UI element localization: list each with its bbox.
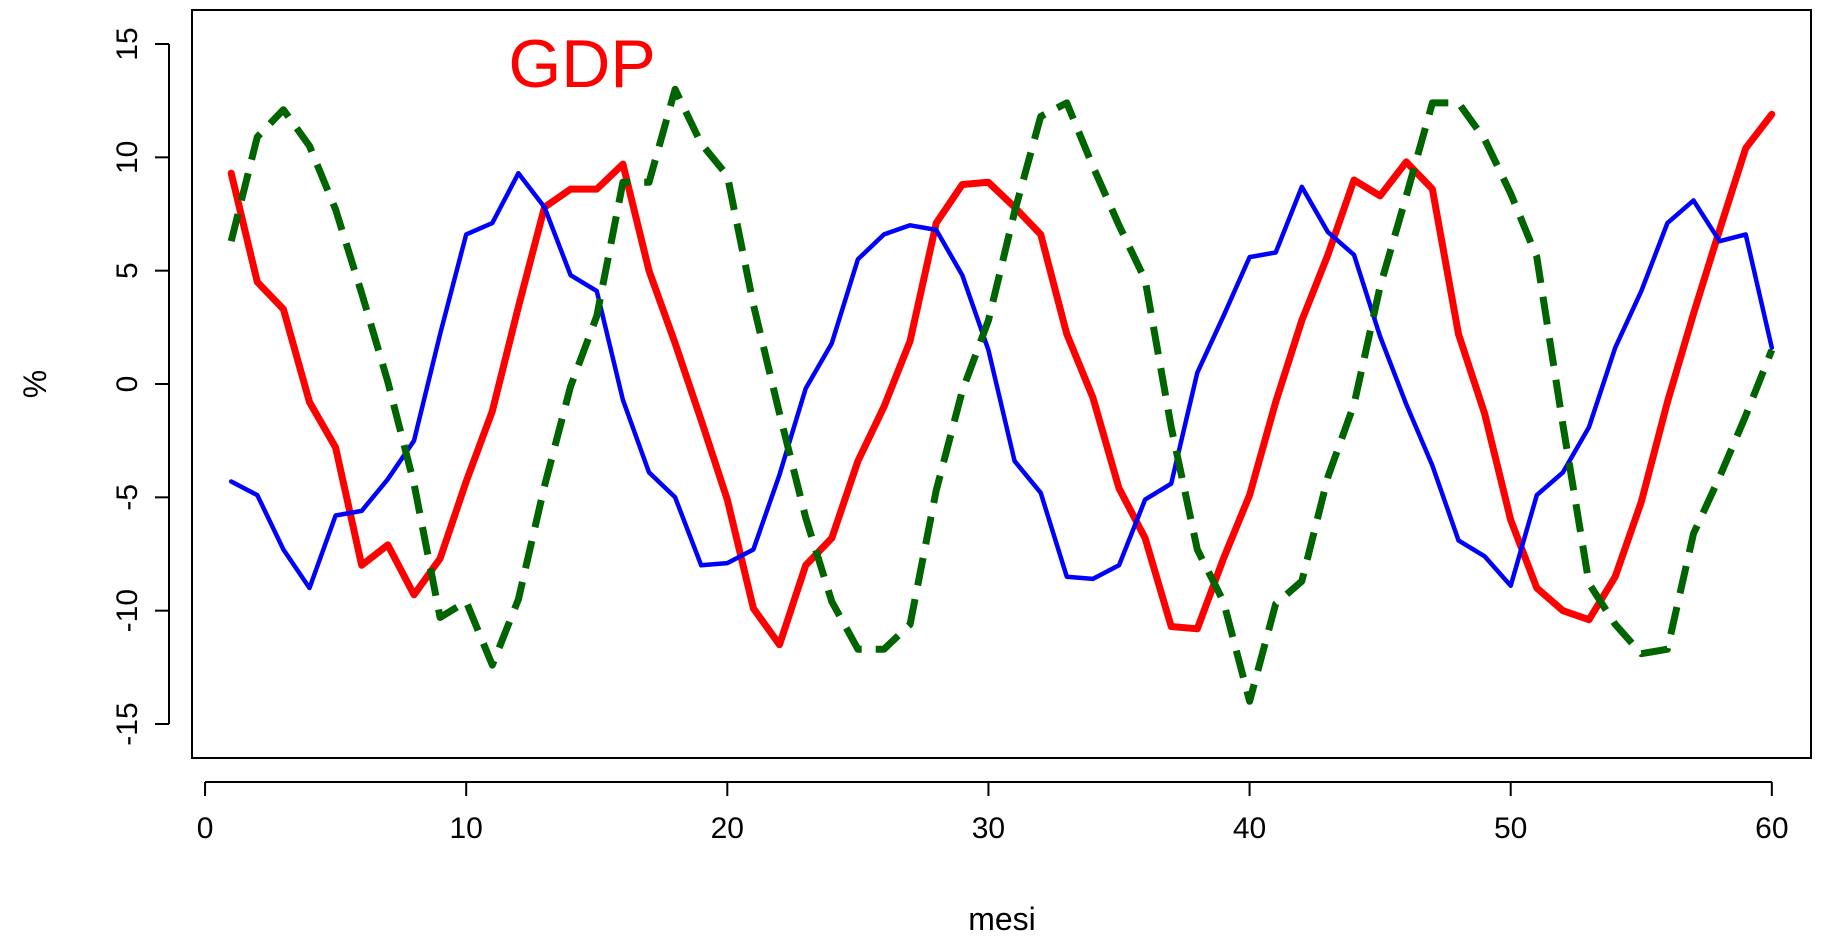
series-layer <box>227 85 1776 705</box>
y-axis-label: % <box>17 370 53 398</box>
series-line-2 <box>228 170 1775 591</box>
x-tick-label: 20 <box>711 812 744 845</box>
y-tick-label: -10 <box>111 589 144 632</box>
y-tick-label: 5 <box>111 262 144 279</box>
x-tick-label: 0 <box>197 812 214 845</box>
series-line-1 <box>227 110 1776 649</box>
y-tick-label: 10 <box>111 141 144 174</box>
x-axis-label: mesi <box>968 901 1036 936</box>
x-tick-label: 40 <box>1233 812 1266 845</box>
gdp-annotation: GDP <box>508 26 655 102</box>
x-tick-label: 10 <box>449 812 482 845</box>
y-tick-label: 15 <box>111 27 144 60</box>
y-tick-label: -15 <box>111 702 144 745</box>
x-tick-label: 50 <box>1494 812 1527 845</box>
y-tick-label: 0 <box>111 376 144 393</box>
x-tick-label: 30 <box>972 812 1005 845</box>
series-line-3 <box>227 85 1776 705</box>
y-axis: -15 -10 -5 0 5 10 15 <box>111 27 170 746</box>
x-axis: 0 10 20 30 40 50 60 <box>197 781 1789 845</box>
x-tick-label: 60 <box>1755 812 1788 845</box>
plot-frame <box>191 9 1812 759</box>
y-tick-label: -5 <box>111 484 144 511</box>
